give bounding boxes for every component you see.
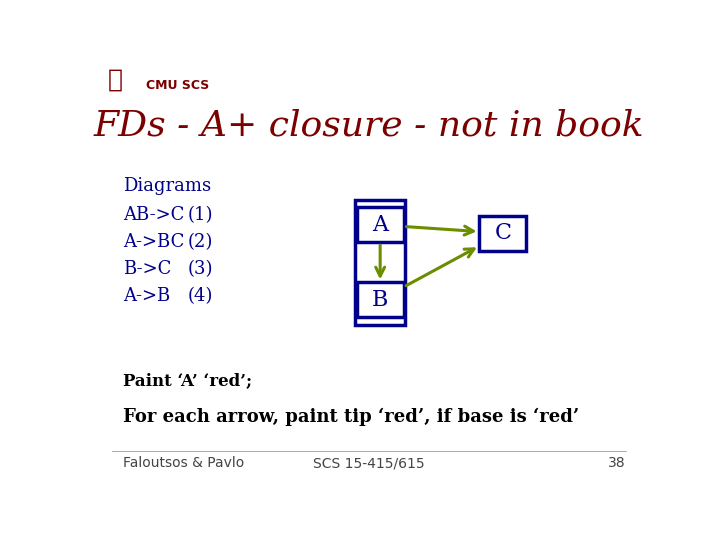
Text: For each arrow, paint tip ‘red’, if base is ‘red’: For each arrow, paint tip ‘red’, if base…: [124, 408, 580, 426]
Text: 38: 38: [608, 456, 626, 470]
FancyBboxPatch shape: [355, 200, 405, 325]
FancyBboxPatch shape: [356, 207, 404, 242]
Text: (3): (3): [188, 260, 213, 278]
FancyBboxPatch shape: [480, 216, 526, 251]
Text: AB->C: AB->C: [124, 206, 185, 224]
FancyBboxPatch shape: [356, 282, 404, 317]
Text: A: A: [372, 214, 388, 236]
Text: CMU SCS: CMU SCS: [145, 79, 209, 92]
Text: (1): (1): [188, 206, 213, 224]
Text: A->BC: A->BC: [124, 233, 185, 251]
Text: FDs - A+ closure - not in book: FDs - A+ closure - not in book: [94, 109, 644, 143]
Text: A->B: A->B: [124, 287, 171, 305]
Text: (4): (4): [188, 287, 213, 305]
Text: SCS 15-415/615: SCS 15-415/615: [313, 456, 425, 470]
Text: Diagrams: Diagrams: [124, 177, 212, 195]
Text: Paint ‘A’ ‘red’;: Paint ‘A’ ‘red’;: [124, 373, 253, 389]
Text: (2): (2): [188, 233, 213, 251]
Text: B->C: B->C: [124, 260, 172, 278]
Text: C: C: [495, 222, 511, 244]
Text: B: B: [372, 289, 388, 310]
Text: Faloutsos & Pavlo: Faloutsos & Pavlo: [124, 456, 245, 470]
